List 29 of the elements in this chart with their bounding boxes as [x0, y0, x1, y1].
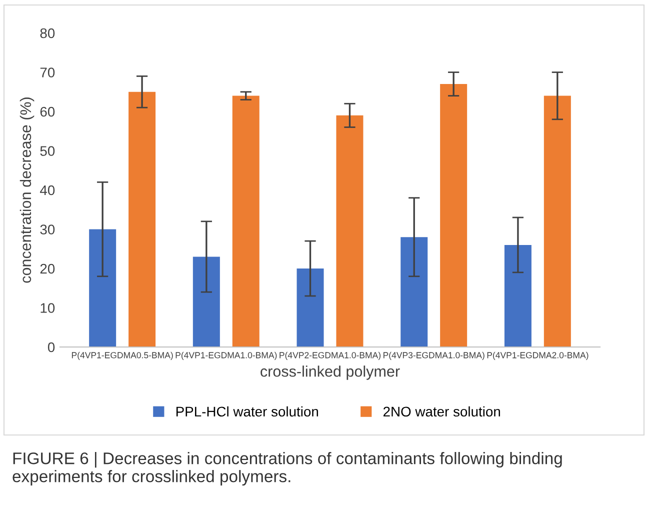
y-axis-title: concentration decrease (%): [20, 98, 34, 283]
bar: [296, 268, 324, 347]
bar: [400, 237, 428, 347]
bar: [89, 229, 116, 347]
bar: [232, 96, 260, 347]
x-axis-title: cross-linked polymer: [260, 366, 400, 380]
y-tick-label: 10: [40, 303, 55, 313]
y-tick-label: 70: [40, 68, 55, 78]
x-tick-label: P(4VP2-EGDMA1.0-BMA): [280, 352, 381, 360]
y-tick-label: 50: [40, 146, 55, 156]
legend-label: 2NO water solution: [383, 406, 500, 417]
legend-label: PPL-HCl water solution: [176, 406, 318, 417]
bar: [440, 84, 468, 347]
caption: FIGURE 6 | Decreases in concentrations of contaminants following binding experiments for crosslinked polymers.: [12, 452, 562, 486]
y-tick-label: 80: [40, 28, 55, 38]
x-tick-label: P(4VP3-EGDMA1.0-BMA): [384, 352, 484, 360]
y-tick-label: 40: [40, 185, 55, 196]
y-tick-label: 20: [40, 264, 55, 274]
bar: [192, 256, 220, 347]
x-tick-label: P(4VP1-EGDMA2.0-BMA): [487, 352, 588, 360]
x-tick-label: P(4VP1-EGDMA0.5-BMA): [72, 352, 173, 360]
y-tick-label: 30: [40, 224, 55, 234]
bar: [128, 92, 156, 347]
x-tick-label: P(4VP1-EGDMA1.0-BMA): [176, 352, 277, 360]
y-tick-label: 60: [40, 106, 55, 117]
bar: [504, 244, 532, 347]
bar: [544, 96, 571, 347]
y-tick-label: 0: [48, 342, 55, 352]
bar: [336, 115, 364, 347]
